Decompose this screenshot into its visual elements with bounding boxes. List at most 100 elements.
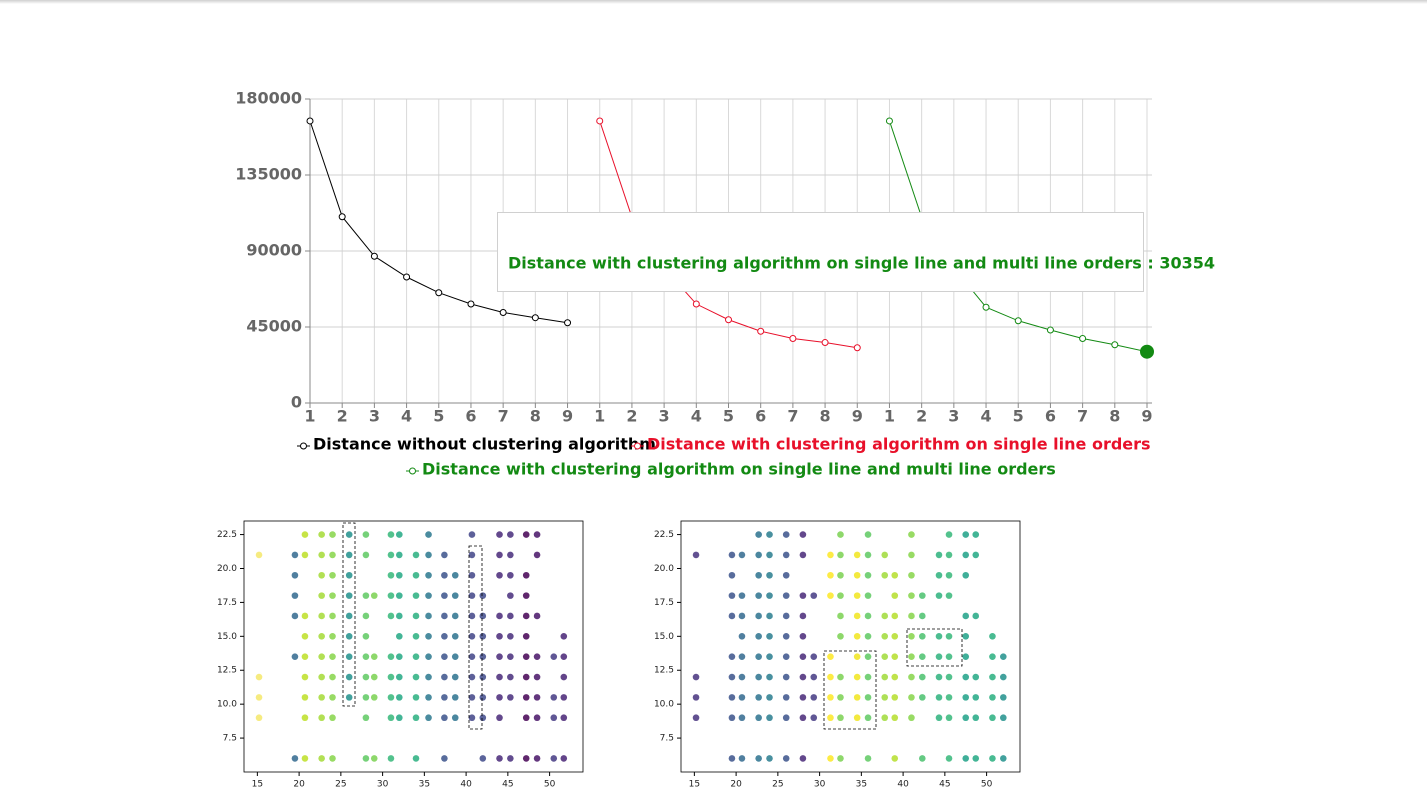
x-tick-label: 3 [659, 407, 670, 426]
point [507, 653, 514, 660]
point [766, 531, 773, 538]
x-tick-label: 6 [755, 407, 766, 426]
point [853, 714, 861, 722]
point [692, 694, 700, 701]
point [799, 551, 807, 559]
point [387, 653, 395, 660]
x-tick-label: 40 [897, 780, 909, 790]
point [766, 592, 773, 599]
point [919, 755, 926, 762]
point [810, 653, 818, 660]
y-tick-label: 45000 [246, 317, 302, 336]
point [496, 571, 503, 579]
point [362, 551, 370, 559]
point [945, 673, 953, 681]
point [728, 592, 736, 599]
point [441, 673, 448, 681]
point [412, 653, 420, 660]
x-tick-label: 35 [419, 780, 430, 790]
point [318, 571, 325, 579]
point [827, 551, 834, 559]
point [728, 612, 736, 620]
point [522, 592, 530, 599]
point [425, 673, 432, 681]
point [318, 673, 325, 681]
point [255, 694, 263, 701]
point [738, 551, 746, 559]
point [827, 755, 834, 762]
y-tick-label: 17.5 [217, 598, 237, 608]
point [881, 694, 889, 701]
point [782, 653, 790, 660]
point [318, 592, 325, 599]
point [755, 571, 762, 579]
point [864, 633, 872, 640]
tooltip-box [497, 212, 1144, 292]
point [738, 653, 746, 660]
x-tick-label: 4 [980, 407, 991, 426]
point [396, 673, 403, 681]
point [1014, 317, 1022, 325]
point [496, 551, 503, 559]
x-tick-label: 1 [884, 407, 895, 426]
y-tick-label: 7.5 [660, 734, 674, 744]
point [782, 612, 790, 620]
cluster-box [823, 650, 877, 730]
point [345, 612, 353, 620]
x-tick-label: 45 [939, 780, 950, 790]
point [396, 633, 403, 640]
point [468, 694, 476, 701]
point [972, 612, 980, 620]
point [318, 653, 325, 660]
point [782, 551, 790, 559]
point [370, 755, 378, 762]
point [1079, 334, 1087, 342]
point [507, 571, 514, 579]
point [396, 531, 403, 538]
point [766, 612, 773, 620]
point [345, 653, 353, 660]
point [533, 551, 541, 559]
point [362, 714, 370, 722]
x-tick-label: 50 [981, 780, 993, 790]
y-tick-label: 12.5 [654, 666, 674, 676]
point [467, 300, 475, 308]
point [441, 592, 448, 599]
point [827, 673, 834, 681]
scatter-chart: 15 20 25 30 35 40 45 50 7.5 10.0 12.5 15.0 17.5 20.0 2… [654, 520, 1021, 790]
point [387, 714, 395, 722]
point [451, 612, 459, 620]
point [738, 633, 746, 640]
point [962, 612, 970, 620]
point [908, 633, 915, 640]
y-tick-label: 17.5 [654, 598, 674, 608]
point [972, 531, 980, 538]
point [291, 612, 299, 620]
point [387, 551, 395, 559]
point [945, 551, 953, 559]
point [412, 592, 420, 599]
point [1046, 326, 1054, 334]
point [989, 694, 996, 701]
point [827, 592, 834, 599]
point [479, 755, 487, 762]
point [522, 653, 530, 660]
point [507, 612, 514, 620]
point [799, 694, 807, 701]
point [789, 334, 797, 342]
point [853, 653, 861, 660]
point [425, 694, 432, 701]
x-tick-label: 5 [1013, 407, 1024, 426]
point [531, 314, 539, 322]
point [738, 755, 746, 762]
point [881, 714, 889, 722]
point [766, 653, 773, 660]
point [728, 694, 736, 701]
point [522, 694, 530, 701]
point [496, 633, 503, 640]
point [329, 633, 336, 640]
point [837, 714, 844, 722]
point [919, 694, 926, 701]
point [396, 551, 403, 559]
